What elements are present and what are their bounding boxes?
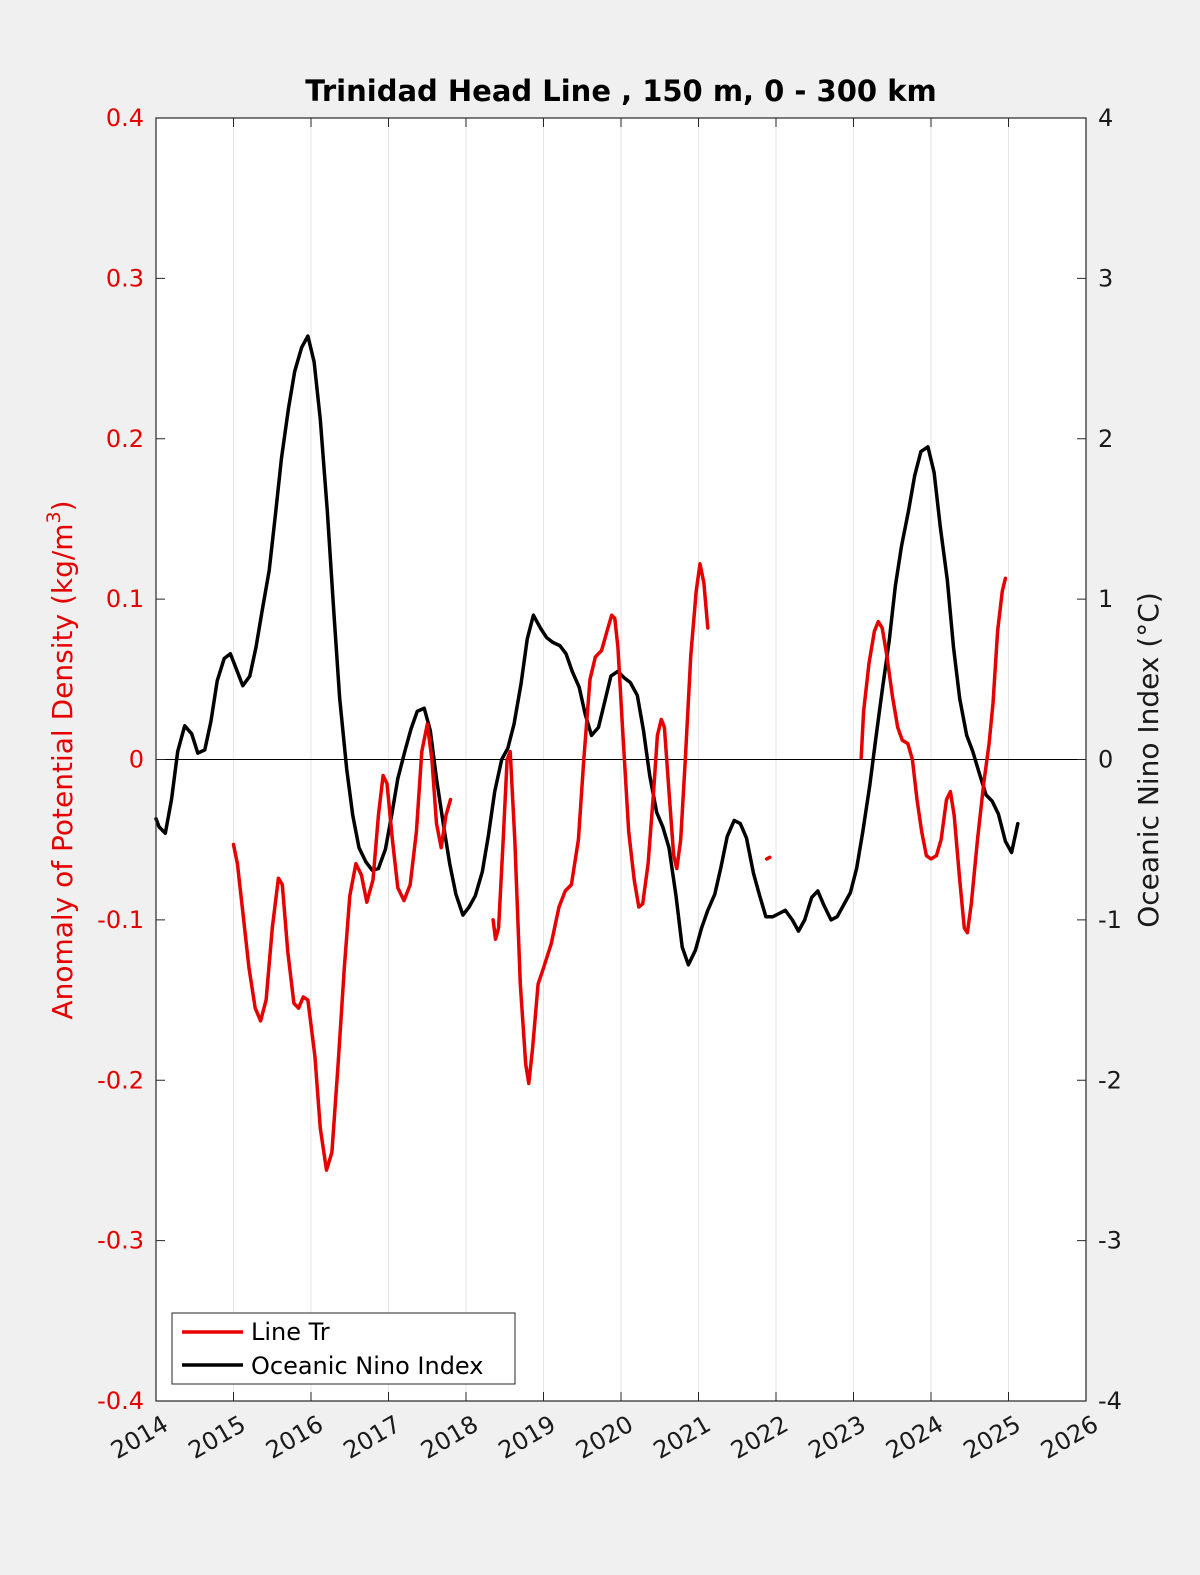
chart-title: Trinidad Head Line , 150 m, 0 - 300 km: [305, 74, 936, 108]
y-right-tick-label: 4: [1098, 104, 1113, 132]
y-left-tick-label: 0.2: [106, 425, 144, 453]
line-tr-series-segment-3: [859, 576, 1008, 935]
ticks-layer: [155, 117, 1087, 1402]
y-axis-left-label: Anomaly of Potential Density (kg/m3): [43, 500, 79, 1019]
oni-series-segment-0: [154, 334, 1020, 967]
series-layer: [154, 334, 1020, 1172]
legend-label-oni: Oceanic Nino Index: [251, 1352, 483, 1380]
line-tr-series-segment-1: [491, 562, 710, 1086]
line-tr-series-segment-2: [764, 855, 772, 861]
y-left-tick-label: -0.4: [97, 1387, 144, 1415]
y-right-tick-label: 3: [1098, 264, 1113, 292]
y-left-tick-label: -0.3: [97, 1227, 144, 1255]
line-tr-series-segment-0: [231, 722, 453, 1172]
y-axis-left-label-close: ): [46, 500, 79, 511]
y-right-tick-label: 0: [1098, 746, 1113, 774]
y-right-tick-label: 2: [1098, 425, 1113, 453]
legend: Line Tr Oceanic Nino Index: [171, 1312, 516, 1385]
y-right-tick-label: -3: [1098, 1227, 1122, 1255]
y-left-tick-label: 0.3: [106, 264, 144, 292]
y-right-tick-label: -2: [1098, 1066, 1122, 1094]
y-axis-left-label-main: Anomaly of Potential Density (kg/m: [46, 523, 79, 1019]
y-left-tick-label: -0.1: [97, 906, 144, 934]
y-axis-right-label: Oceanic Nino Index (°C): [1132, 592, 1165, 928]
y-left-tick-label: 0.4: [106, 104, 144, 132]
y-right-tick-label: -1: [1098, 906, 1122, 934]
y-axis-left-label-sup: 3: [43, 511, 65, 523]
y-right-tick-label: 1: [1098, 585, 1113, 613]
y-left-tick-label: -0.2: [97, 1066, 144, 1094]
y-left-tick-label: 0: [129, 746, 144, 774]
legend-label-line-tr: Line Tr: [251, 1318, 330, 1346]
y-left-tick-label: 0.1: [106, 585, 144, 613]
legend-box: [171, 1312, 516, 1385]
y-right-tick-label: -4: [1098, 1387, 1122, 1415]
